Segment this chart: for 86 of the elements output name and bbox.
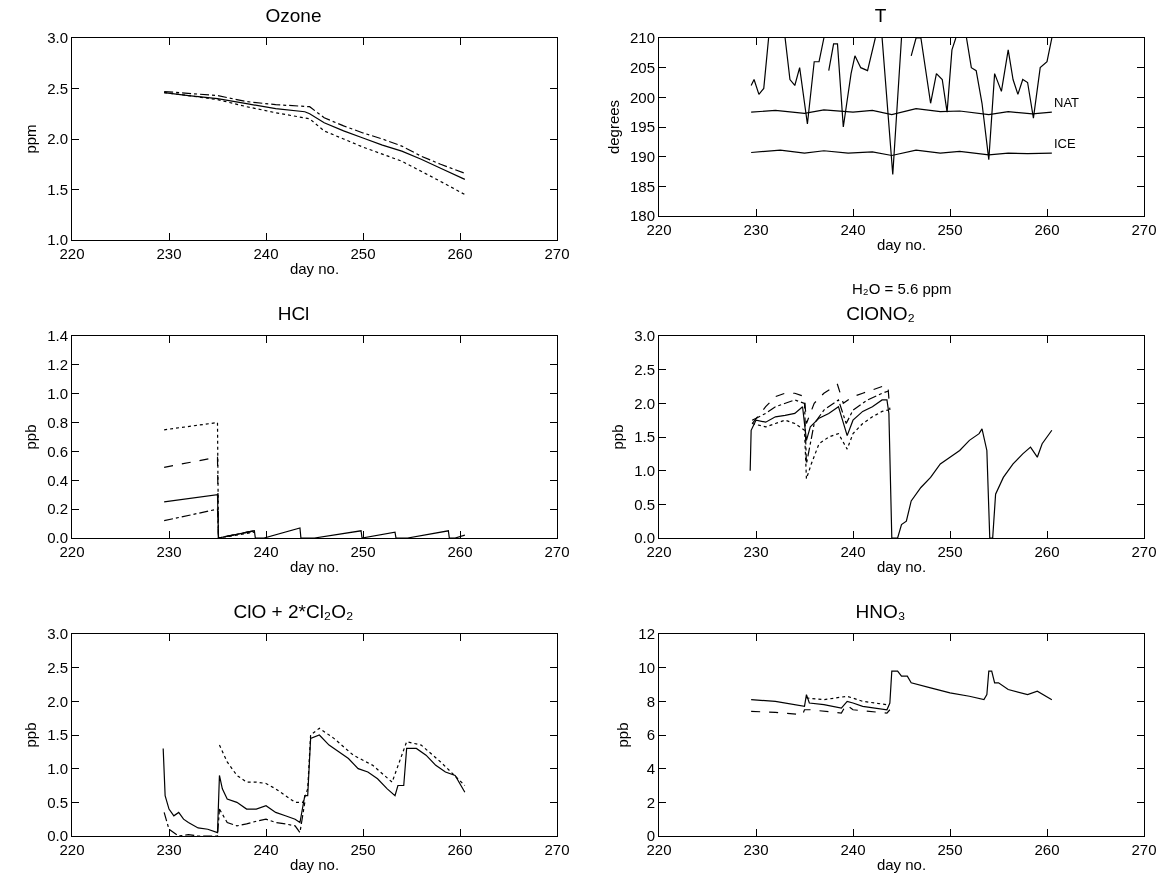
y-tick-label: 2.5 — [634, 360, 655, 378]
x-tick-label: 240 — [253, 841, 279, 858]
y-axis-title: ppm — [22, 124, 40, 154]
chart-title: Ozone — [265, 5, 322, 27]
x-tick-label: 260 — [447, 543, 473, 560]
y-tick-label: 2.0 — [634, 394, 655, 412]
x-axis-title: day no. — [289, 856, 340, 873]
chart-title: HCl — [277, 303, 310, 325]
chart-title: ClONO₂ — [846, 303, 915, 325]
y-axis-title: degrees — [605, 99, 623, 155]
x-tick-label: 240 — [840, 543, 866, 560]
x-tick-label: 240 — [840, 841, 866, 858]
y-tick-label: 190 — [629, 147, 655, 165]
y-axis-title: ppb — [22, 722, 40, 748]
x-tick-label: 230 — [156, 841, 182, 858]
y-tick-label: 1.4 — [47, 327, 68, 345]
y-tick-label: 3.0 — [47, 29, 68, 47]
x-tick-label: 270 — [1131, 543, 1157, 560]
y-tick-label: 185 — [629, 177, 655, 195]
y-tick-label: 0.6 — [47, 442, 68, 460]
y-tick-label: 205 — [629, 58, 655, 76]
x-tick-label: 270 — [544, 841, 570, 858]
x-tick-label: 240 — [253, 543, 279, 560]
y-tick-label: 12 — [638, 625, 655, 643]
y-tick-label: 1.5 — [47, 726, 68, 744]
x-tick-label: 250 — [937, 221, 963, 238]
x-tick-label: 260 — [1034, 841, 1060, 858]
y-tick-label: 1.5 — [634, 428, 655, 446]
y-tick-label: 10 — [638, 658, 655, 676]
x-tick-label: 250 — [350, 543, 376, 560]
x-tick-label: 260 — [447, 245, 473, 262]
x-axis-title: day no. — [876, 558, 927, 575]
y-tick-label: 1.0 — [634, 461, 655, 479]
x-tick-label: 230 — [156, 245, 182, 262]
y-axis-title: ppb — [22, 424, 40, 450]
series-label: ICE — [1054, 136, 1076, 151]
y-tick-label: 4 — [646, 759, 655, 777]
x-tick-label: 260 — [447, 841, 473, 858]
x-tick-label: 260 — [1034, 221, 1060, 238]
y-tick-label: 1.2 — [47, 356, 68, 374]
chart-title: T — [874, 5, 887, 27]
x-tick-label: 260 — [1034, 543, 1060, 560]
series-label: NAT — [1054, 95, 1080, 110]
x-tick-label: 270 — [544, 245, 570, 262]
y-tick-label: 195 — [629, 118, 655, 136]
y-tick-label: 1.0 — [47, 759, 68, 777]
x-tick-label: 230 — [743, 841, 769, 858]
y-tick-label: 0.2 — [47, 500, 68, 518]
y-tick-label: 2.0 — [47, 130, 68, 148]
x-tick-label: 230 — [743, 543, 769, 560]
y-tick-label: 2.0 — [47, 692, 68, 710]
x-tick-label: 230 — [743, 221, 769, 238]
x-axis-title: day no. — [289, 260, 340, 277]
y-tick-label: 0.5 — [634, 495, 655, 513]
chart-title: HNO₃ — [855, 601, 906, 623]
x-axis-title: day no. — [876, 856, 927, 873]
y-tick-label: 0.8 — [47, 413, 68, 431]
y-tick-label: 3.0 — [47, 625, 68, 643]
y-tick-label: 6 — [646, 726, 655, 744]
text: H₂O = 5.6 ppm — [852, 280, 952, 297]
x-tick-label: 250 — [350, 841, 376, 858]
x-tick-label: 270 — [1131, 841, 1157, 858]
x-tick-label: 240 — [840, 221, 866, 238]
y-tick-label: 2.5 — [47, 79, 68, 97]
y-tick-label: 8 — [646, 692, 655, 710]
x-axis-title: day no. — [289, 558, 340, 575]
y-tick-label: 1.5 — [47, 180, 68, 198]
y-tick-label: 210 — [629, 29, 655, 47]
x-tick-label: 250 — [350, 245, 376, 262]
x-tick-label: 230 — [156, 543, 182, 560]
y-tick-label: 1.0 — [47, 384, 68, 402]
x-tick-label: 240 — [253, 245, 279, 262]
y-tick-label: 0.4 — [47, 471, 68, 489]
y-axis-title: ppb — [613, 722, 631, 748]
x-axis-title: day no. — [876, 236, 927, 253]
y-tick-label: 3.0 — [634, 327, 655, 345]
y-axis-title: ppb — [609, 424, 627, 450]
y-tick-label: 2.5 — [47, 658, 68, 676]
x-tick-label: 270 — [1131, 221, 1157, 238]
x-tick-label: 250 — [937, 543, 963, 560]
y-tick-label: 2 — [646, 793, 655, 811]
x-tick-label: 270 — [544, 543, 570, 560]
x-tick-label: 250 — [937, 841, 963, 858]
chart-title: ClO + 2*Cl₂O₂ — [233, 601, 354, 623]
y-tick-label: 200 — [629, 88, 655, 106]
y-tick-label: 0.5 — [47, 793, 68, 811]
